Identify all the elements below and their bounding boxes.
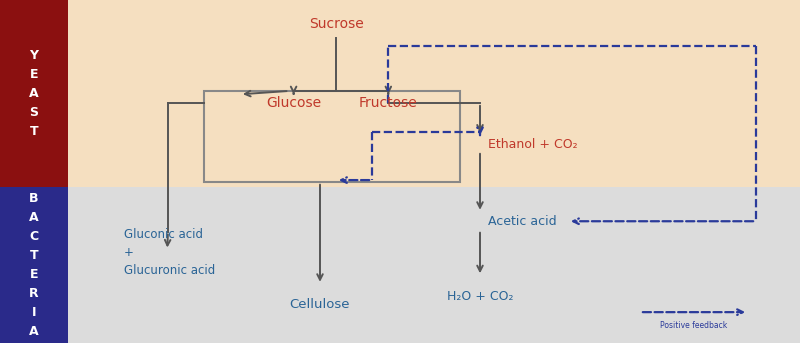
Bar — [68, 0, 800, 187]
Text: Cellulose: Cellulose — [290, 298, 350, 312]
Text: Sucrose: Sucrose — [309, 17, 363, 31]
Text: Gluconic acid
+
Glucuronic acid: Gluconic acid + Glucuronic acid — [124, 228, 215, 276]
Bar — [0, 187, 68, 343]
Text: Ethanol + CO₂: Ethanol + CO₂ — [488, 138, 578, 150]
Bar — [68, 187, 800, 343]
Text: H₂O + CO₂: H₂O + CO₂ — [446, 290, 514, 303]
Text: B
A
C
T
E
R
I
A: B A C T E R I A — [29, 192, 39, 338]
Text: Positive feedback: Positive feedback — [660, 321, 728, 330]
Text: Acetic acid: Acetic acid — [488, 215, 557, 228]
Text: Y
E
A
S
T: Y E A S T — [29, 49, 39, 138]
Text: Glucose: Glucose — [266, 96, 321, 110]
Bar — [0, 0, 68, 187]
Text: Fructose: Fructose — [359, 96, 418, 110]
Bar — [204, 91, 460, 182]
